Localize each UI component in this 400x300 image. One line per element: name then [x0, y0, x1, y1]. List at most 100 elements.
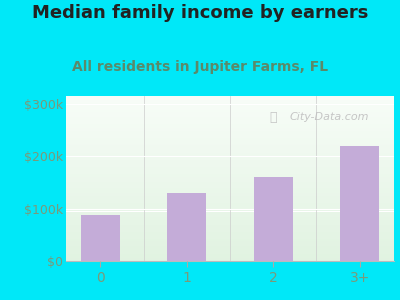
Bar: [66, 219, 394, 220]
Bar: [66, 186, 394, 187]
Bar: [66, 218, 394, 219]
Bar: [340, 146, 379, 261]
Bar: [66, 243, 394, 244]
Bar: [66, 112, 394, 113]
Bar: [66, 170, 394, 171]
Bar: [66, 235, 394, 236]
Bar: [66, 142, 394, 143]
Bar: [66, 175, 394, 176]
Bar: [66, 120, 394, 121]
Bar: [66, 102, 394, 103]
Bar: [66, 193, 394, 194]
Bar: [66, 169, 394, 170]
Bar: [66, 126, 394, 127]
Bar: [66, 128, 394, 129]
Bar: [66, 252, 394, 253]
Bar: [66, 180, 394, 181]
Bar: [66, 251, 394, 252]
Bar: [66, 123, 394, 124]
Bar: [66, 113, 394, 114]
Bar: [66, 133, 394, 134]
Bar: [66, 178, 394, 179]
Bar: [66, 165, 394, 166]
Bar: [66, 260, 394, 261]
Bar: [66, 131, 394, 132]
Bar: [66, 167, 394, 168]
Bar: [66, 150, 394, 151]
Bar: [66, 258, 394, 259]
Bar: [66, 203, 394, 204]
Bar: [66, 192, 394, 193]
Bar: [66, 143, 394, 144]
Bar: [66, 189, 394, 190]
Bar: [66, 198, 394, 199]
Bar: [66, 224, 394, 225]
Bar: [66, 197, 394, 198]
Bar: [66, 147, 394, 148]
Bar: [66, 100, 394, 101]
Bar: [66, 160, 394, 161]
Bar: [66, 259, 394, 260]
Bar: [66, 164, 394, 165]
Bar: [66, 185, 394, 186]
Bar: [66, 211, 394, 212]
Bar: [66, 168, 394, 169]
Bar: [66, 148, 394, 149]
Bar: [66, 241, 394, 242]
Bar: [66, 187, 394, 188]
Bar: [66, 98, 394, 99]
Bar: [66, 125, 394, 126]
Bar: [66, 151, 394, 152]
Bar: [66, 136, 394, 137]
Bar: [66, 166, 394, 167]
Bar: [66, 205, 394, 206]
Bar: [66, 247, 394, 248]
Bar: [66, 96, 394, 97]
Bar: [66, 172, 394, 173]
Bar: [66, 171, 394, 172]
Bar: [66, 99, 394, 100]
Bar: [66, 222, 394, 223]
Text: City-Data.com: City-Data.com: [289, 112, 368, 122]
Bar: [66, 250, 394, 251]
Bar: [66, 134, 394, 135]
Bar: [66, 145, 394, 146]
Bar: [66, 195, 394, 196]
Bar: [66, 256, 394, 257]
Bar: [66, 183, 394, 184]
Bar: [66, 255, 394, 256]
Bar: [66, 169, 394, 170]
Bar: [66, 229, 394, 230]
Bar: [66, 116, 394, 117]
Bar: [66, 209, 394, 210]
Bar: [66, 236, 394, 237]
Bar: [66, 155, 394, 156]
Bar: [66, 179, 394, 180]
Bar: [66, 163, 394, 164]
Bar: [81, 215, 120, 261]
Bar: [66, 115, 394, 116]
Bar: [66, 146, 394, 147]
Bar: [66, 139, 394, 140]
Bar: [66, 105, 394, 106]
Text: ⓘ: ⓘ: [269, 111, 276, 124]
Bar: [66, 240, 394, 241]
Bar: [66, 149, 394, 150]
Bar: [66, 97, 394, 98]
Bar: [66, 106, 394, 107]
Bar: [66, 227, 394, 228]
Bar: [66, 206, 394, 207]
Bar: [66, 204, 394, 205]
Bar: [66, 244, 394, 245]
Bar: [66, 182, 394, 183]
Bar: [66, 159, 394, 160]
Bar: [66, 196, 394, 197]
Bar: [66, 181, 394, 182]
Bar: [66, 103, 394, 104]
Bar: [66, 177, 394, 178]
Bar: [66, 124, 394, 125]
Bar: [66, 109, 394, 110]
Bar: [66, 199, 394, 200]
Bar: [66, 200, 394, 201]
Bar: [66, 223, 394, 224]
